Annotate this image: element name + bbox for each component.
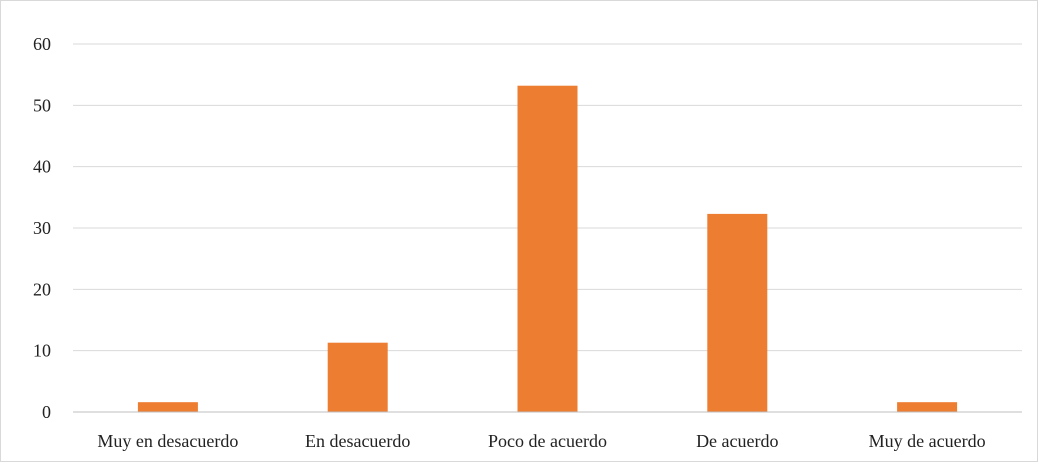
y-tick-label: 60: [33, 34, 51, 54]
bar: [707, 213, 768, 412]
bars: [137, 85, 958, 412]
y-tick-label: 40: [33, 157, 51, 177]
bar: [137, 402, 198, 412]
bar: [897, 402, 958, 412]
x-tick-label: De acuerdo: [696, 431, 778, 451]
y-axis-ticks: 0 10 20 30 40 50 60: [33, 34, 51, 422]
y-tick-label: 20: [33, 279, 51, 299]
x-tick-label: Muy en desacuerdo: [97, 431, 238, 451]
x-tick-label: En desacuerdo: [305, 431, 410, 451]
bar: [327, 342, 388, 412]
y-tick-label: 50: [33, 95, 51, 115]
x-tick-label: Poco de acuerdo: [488, 431, 607, 451]
y-tick-label: 10: [33, 341, 51, 361]
y-tick-label: 30: [33, 218, 51, 238]
y-tick-label: 0: [42, 402, 51, 422]
x-tick-label: Muy de acuerdo: [869, 431, 986, 451]
x-axis-ticks: Muy en desacuerdo En desacuerdo Poco de ac…: [97, 431, 985, 451]
bar: [517, 85, 578, 412]
